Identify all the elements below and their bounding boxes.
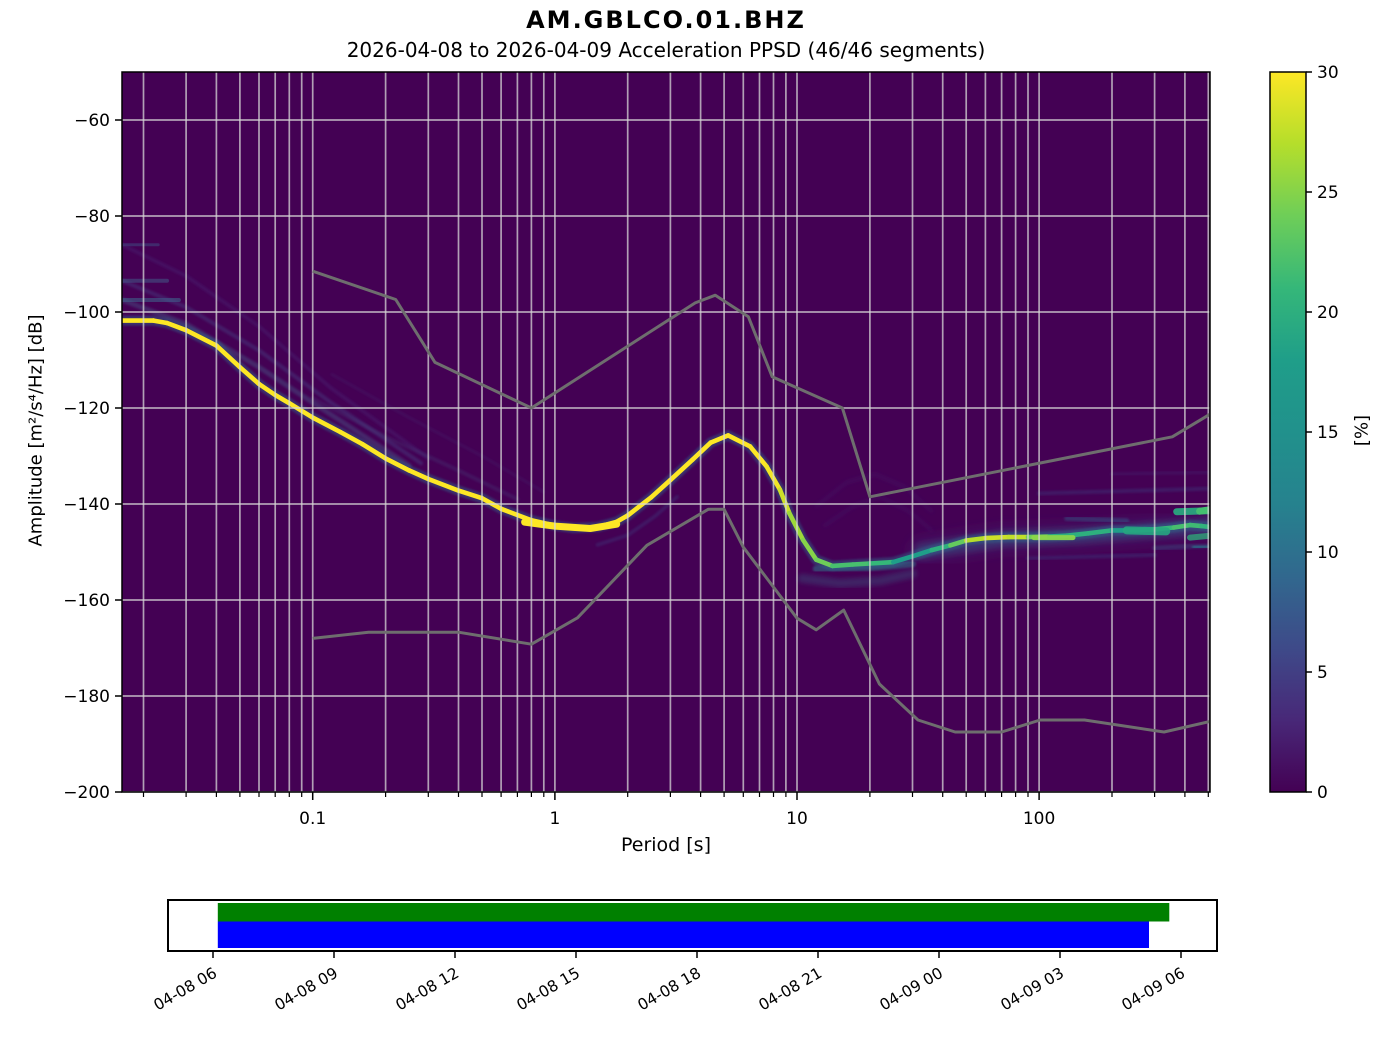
y-axis-label: Amplitude [m²/s⁴/Hz] [dB] [25,314,47,547]
axis-ticks: 0.1 1 10 100 −60 −80 −100 −120 −140 −160 −180 −200 [63,111,1209,829]
histogram [122,72,1210,792]
coverage-tick-label: 04-08 09 [272,964,341,1014]
x-tick-label: 100 [1023,809,1055,829]
coverage-tick-label: 04-09 00 [877,964,946,1014]
colorbar-tick-label: 30 [1317,63,1339,83]
coverage-blue-bar [217,921,1150,948]
colorbar-tick-label: 5 [1317,663,1328,683]
colorbar-tick-label: 20 [1317,303,1339,323]
x-tick-label: 10 [786,809,808,829]
coverage-tick-label: 04-08 06 [151,964,220,1014]
noise-models [312,269,1210,734]
coverage-tick-label: 04-09 03 [998,964,1067,1014]
y-tick-label: −80 [74,207,110,227]
y-tick-label: −200 [63,783,110,803]
y-tick-label: −120 [63,399,110,419]
y-tick-label: −100 [63,303,110,323]
colorbar: 0 5 10 15 20 25 30 [1269,63,1339,803]
colorbar-tick-label: 15 [1317,423,1339,443]
y-tick-label: −140 [63,495,110,515]
figure-title: AM.GBLCO.01.BHZ [526,6,806,34]
x-tick-label: 0.1 [299,809,326,829]
y-tick-label: −160 [63,591,110,611]
nlnm-line [312,507,1210,734]
coverage-timeline: 04-08 06 04-08 09 04-08 12 04-08 15 04-08 18… [151,899,1218,1014]
coverage-tick-label: 04-08 21 [756,964,825,1014]
figure-subtitle: 2026-04-08 to 2026-04-09 Acceleration PP… [346,38,986,62]
coverage-tick-label: 04-09 06 [1119,964,1188,1014]
colorbar-tick-label: 25 [1317,183,1339,203]
plot-border [121,71,1211,793]
x-tick-label: 1 [549,809,560,829]
nhnm-line [312,269,1210,499]
colorbar-tick-label: 0 [1317,783,1328,803]
coverage-green-bar [217,903,1170,922]
coverage-tick-label: 04-08 15 [514,964,583,1014]
coverage-tick-label: 04-08 12 [393,964,462,1014]
y-tick-label: −60 [74,111,110,131]
colorbar-tick-label: 10 [1317,543,1339,563]
y-tick-label: −180 [63,687,110,707]
x-axis-label: Period [s] [620,834,711,856]
colorbar-label: [%] [1351,414,1373,447]
coverage-tick-label: 04-08 18 [635,964,704,1014]
